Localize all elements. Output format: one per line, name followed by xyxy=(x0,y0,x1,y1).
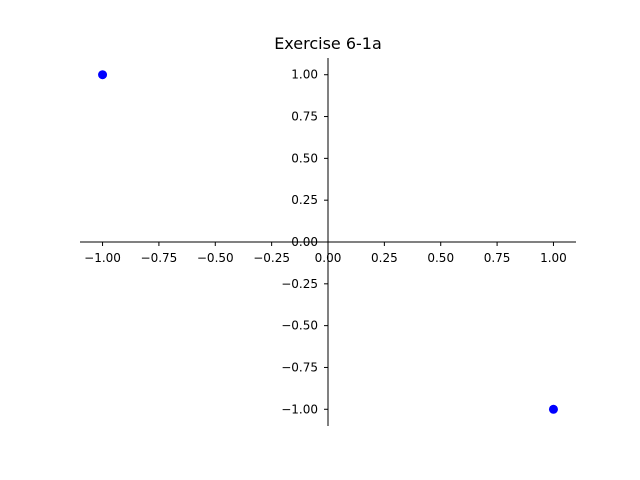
ticks-layer: −1.00 −0.75 −0.50 −0.25 0.00 0.25 0.50 0.75 1.00… xyxy=(84,68,567,417)
data-point xyxy=(548,404,558,414)
y-tick-label: 0.75 xyxy=(291,110,318,124)
data-point xyxy=(98,70,108,80)
y-tick-label: −1.00 xyxy=(281,402,318,416)
y-tick-label: −0.75 xyxy=(281,360,318,374)
y-tick-label: 0.00 xyxy=(291,235,318,249)
y-tick-label: 1.00 xyxy=(291,68,318,82)
y-tick-label: 0.25 xyxy=(291,193,318,207)
x-tick-label: −0.50 xyxy=(197,251,234,265)
y-tick-label: −0.25 xyxy=(281,277,318,291)
x-tick-label: 0.75 xyxy=(484,251,511,265)
x-tick-label: 0.25 xyxy=(371,251,398,265)
x-tick-label: −0.75 xyxy=(141,251,178,265)
x-tick-label: 0.50 xyxy=(427,251,454,265)
y-tick-label: −0.50 xyxy=(281,319,318,333)
x-tick-label: −1.00 xyxy=(84,251,121,265)
x-tick-label: 0.00 xyxy=(315,251,342,265)
points-layer xyxy=(98,70,558,414)
x-tick-label: 1.00 xyxy=(540,251,567,265)
chart-title: Exercise 6-1a xyxy=(274,34,382,53)
x-tick-label: −0.25 xyxy=(253,251,290,265)
y-tick-label: 0.50 xyxy=(291,151,318,165)
